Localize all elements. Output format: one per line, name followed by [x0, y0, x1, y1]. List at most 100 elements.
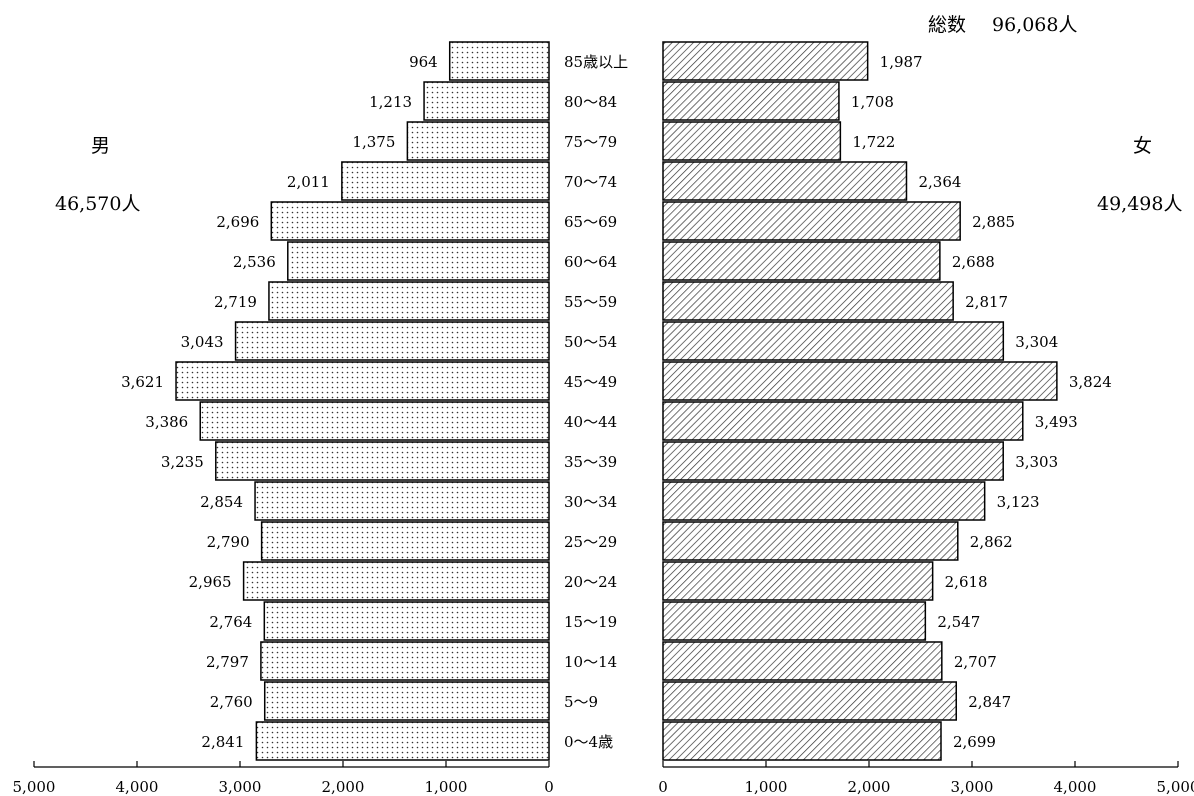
female-value-label: 1,987 — [880, 53, 923, 71]
male-bar-1 — [423, 81, 550, 121]
male-value-label: 2,696 — [216, 213, 259, 231]
male-value-label: 2,536 — [233, 253, 276, 271]
female-value-label: 2,817 — [965, 293, 1008, 311]
female-value-label: 1,722 — [852, 133, 895, 151]
age-category-label: 65〜69 — [564, 213, 617, 231]
age-category-label: 50〜54 — [564, 333, 617, 351]
female-value-label: 3,304 — [1015, 333, 1058, 351]
female-x-tick-label: 2,000 — [848, 778, 891, 796]
female-bar-10 — [662, 441, 1004, 481]
age-category-label: 60〜64 — [564, 253, 617, 271]
female-bar-7 — [662, 321, 1005, 361]
female-x-tick-label: 4,000 — [1054, 778, 1097, 796]
female-value-label: 2,885 — [972, 213, 1015, 231]
female-value-label: 3,493 — [1035, 413, 1078, 431]
male-value-label: 2,011 — [287, 173, 330, 191]
male-value-label: 3,386 — [145, 413, 188, 431]
male-bar-13 — [242, 561, 550, 601]
female-bar-2 — [662, 121, 842, 161]
age-category-label: 15〜19 — [564, 613, 617, 631]
age-category-label: 25〜29 — [564, 533, 617, 551]
female-bars — [662, 41, 1058, 761]
age-category-label: 55〜59 — [564, 293, 617, 311]
male-bar-12 — [260, 521, 550, 561]
female-bar-1 — [662, 81, 840, 121]
female-value-label: 2,618 — [945, 573, 988, 591]
female-bar-4 — [662, 201, 961, 241]
female-x-tick-label: 0 — [658, 778, 668, 796]
male-value-label: 2,797 — [206, 653, 249, 671]
age-category-label: 80〜84 — [564, 93, 617, 111]
male-value-label: 2,719 — [214, 293, 257, 311]
male-value-label: 3,235 — [161, 453, 204, 471]
male-x-tick-label: 1,000 — [425, 778, 468, 796]
age-category-label: 30〜34 — [564, 493, 617, 511]
female-value-label: 1,708 — [851, 93, 894, 111]
male-x-tick-label: 4,000 — [116, 778, 159, 796]
age-category-label: 5〜9 — [564, 693, 598, 711]
male-value-label: 2,760 — [210, 693, 253, 711]
male-label: 男 — [91, 135, 111, 157]
male-value-label: 1,213 — [369, 93, 412, 111]
male-value-label: 3,043 — [181, 333, 224, 351]
total-value: 96,068人 — [992, 14, 1078, 36]
age-category-labels: 85歳以上 80〜84 75〜79 70〜74 65〜69 60〜64 55〜59 50〜54… — [564, 53, 628, 751]
age-category-label: 35〜39 — [564, 453, 617, 471]
female-value-label: 2,547 — [937, 613, 980, 631]
female-value-label: 3,303 — [1015, 453, 1058, 471]
male-value-label: 3,621 — [121, 373, 164, 391]
male-bar-11 — [254, 481, 550, 521]
male-bar-16 — [263, 681, 550, 721]
total-label: 総数 — [928, 14, 967, 36]
male-bar-15 — [260, 641, 550, 681]
age-category-label: 75〜79 — [564, 133, 617, 151]
age-category-label: 10〜14 — [564, 653, 617, 671]
male-x-tick-label: 0 — [544, 778, 554, 796]
male-value-label: 964 — [409, 53, 438, 71]
female-bar-11 — [662, 481, 986, 521]
female-bar-15 — [662, 641, 943, 681]
age-category-label: 40〜44 — [564, 413, 617, 431]
female-value-label: 2,699 — [953, 733, 996, 751]
male-bar-10 — [215, 441, 550, 481]
female-bar-9 — [662, 401, 1024, 441]
female-bar-14 — [662, 601, 927, 641]
male-bar-4 — [270, 201, 550, 241]
female-bar-0 — [662, 41, 869, 81]
male-bar-8 — [175, 361, 550, 401]
age-category-label: 45〜49 — [564, 373, 617, 391]
female-bar-13 — [662, 561, 934, 601]
female-bar-12 — [662, 521, 959, 561]
female-value-label: 2,364 — [918, 173, 961, 191]
male-bar-7 — [234, 321, 550, 361]
age-category-label: 85歳以上 — [564, 53, 628, 71]
male-value-label: 2,965 — [189, 573, 232, 591]
male-value-label: 2,790 — [207, 533, 250, 551]
male-bar-9 — [199, 401, 550, 441]
female-bar-3 — [662, 161, 908, 201]
male-bar-0 — [448, 41, 550, 81]
female-total: 49,498人 — [1097, 193, 1183, 215]
female-bar-17 — [662, 721, 942, 761]
female-bar-6 — [662, 281, 954, 321]
male-bar-17 — [255, 721, 550, 761]
male-bar-3 — [341, 161, 550, 201]
female-value-label: 3,824 — [1069, 373, 1112, 391]
female-bar-5 — [662, 241, 941, 281]
male-x-tick-label: 3,000 — [219, 778, 262, 796]
female-bar-8 — [662, 361, 1058, 401]
female-x-tick-label: 1,000 — [745, 778, 788, 796]
male-value-label: 1,375 — [352, 133, 395, 151]
female-value-label: 2,847 — [968, 693, 1011, 711]
male-x-tick-label: 2,000 — [322, 778, 365, 796]
female-value-label: 3,123 — [997, 493, 1040, 511]
female-bar-16 — [662, 681, 957, 721]
age-category-label: 0〜4歳 — [564, 733, 613, 751]
female-label: 女 — [1133, 135, 1153, 157]
male-value-label: 2,854 — [200, 493, 243, 511]
male-bars — [175, 41, 550, 761]
male-x-tick-label: 5,000 — [13, 778, 56, 796]
age-category-label: 20〜24 — [564, 573, 617, 591]
female-x-tick-label: 5,000 — [1157, 778, 1194, 796]
